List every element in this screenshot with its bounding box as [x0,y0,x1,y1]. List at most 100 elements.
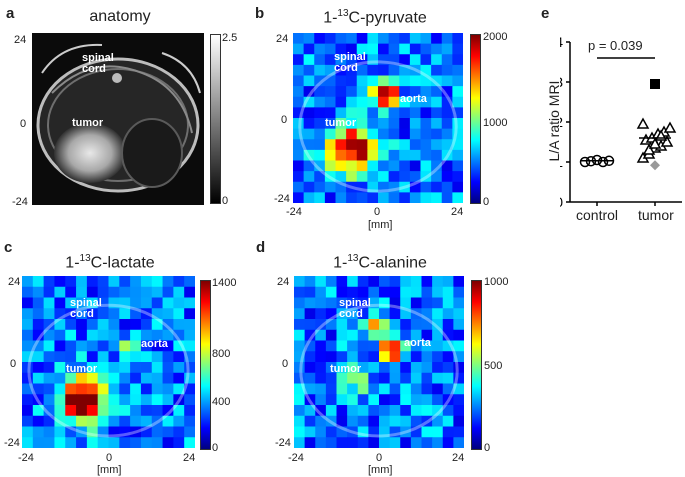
heatmap-cell [431,54,443,66]
heatmap-cell [432,297,444,309]
heatmap-cell [409,149,421,161]
heatmap-cell [32,276,45,288]
heatmap-cell [347,340,359,352]
heatmap-cell [442,340,454,352]
heatmap-cell [294,276,306,288]
heatmap-cell [388,96,400,108]
heatmap-cell [432,426,444,438]
heatmap-cell [65,308,77,320]
heatmap-cell [119,329,131,341]
heatmap-cell [409,181,421,193]
heatmap-cell [22,297,34,309]
heatmap-cell [324,171,336,183]
heatmap-cell [108,426,120,438]
heatmap-cell [130,308,142,320]
heatmap-cell [399,43,411,55]
heatmap-cell [346,192,358,203]
heatmap-cell [140,362,153,374]
heatmap-cell [325,319,337,331]
heatmap-cell [421,308,433,320]
heatmap-cell [399,75,411,87]
heatmap-cell [22,394,34,406]
heatmap-cell [294,308,306,320]
heatmap-cell [173,340,185,352]
heatmap-cell [400,351,412,363]
data-point-tumor-triangle [648,137,662,149]
heatmap-cell [335,43,347,55]
heatmap-cell [315,286,327,298]
heatmap-cell [130,329,142,341]
heatmap-cell [420,149,432,161]
heatmap-cell [432,383,444,395]
heatmap-cell [335,160,347,172]
heatmap-cell [294,319,306,331]
heatmap-cell [54,437,66,448]
heatmap-cell [388,128,400,140]
heatmap-cell [76,426,88,438]
heatmap-cell [162,319,174,331]
heatmap-cell [389,340,401,352]
heatmap-cell [325,340,337,352]
heatmap-cell [378,75,390,87]
heatmap-cell [293,139,305,151]
heatmap-cell [32,286,45,298]
heatmap-cell [452,86,463,98]
heatmap-cell [441,54,453,66]
heatmap-cell [420,54,432,66]
heatmap-cell [453,383,464,395]
heatmap-cell [410,297,422,309]
heatmap-cell [399,192,411,203]
heatmap-cell [420,118,432,130]
heatmap-cell [356,139,368,151]
heatmap-cell [293,160,305,172]
heatmap-cell [140,276,153,288]
heatmap-cell [452,118,463,130]
heatmap-cell [303,96,315,108]
heatmap-cell [151,308,164,320]
heatmap-cell [315,319,327,331]
heatmap-cell [367,33,379,45]
heatmap-cell [314,171,326,183]
heatmap-cell [442,297,454,309]
heatmap-cell [336,297,348,309]
heatmap-cell [314,149,326,161]
heatmap-cell [173,276,185,288]
panel-e-pvalue: p = 0.039 [588,38,643,53]
heatmap-cell [314,54,326,66]
heatmap-cell [162,286,174,298]
heatmap-cell [453,340,464,352]
heatmap-cell [389,329,401,341]
heatmap-cell [409,75,421,87]
heatmap-cell [293,107,305,119]
heatmap-cell [304,437,316,448]
heatmap-cell [379,415,391,427]
heatmap-cell [452,160,463,172]
panel-a-ytick-bottom: -24 [12,196,28,208]
heatmap-cell [441,128,453,140]
heatmap-cell [347,405,359,417]
heatmap-cell [367,43,379,55]
heatmap-cell [442,437,454,448]
panel-a-title: anatomy [89,8,151,25]
panel-d-title-prefix: 1- [333,254,348,272]
heatmap-cell [441,171,453,183]
heatmap-cell [453,426,464,438]
heatmap-cell [389,394,401,406]
heatmap-cell [140,308,153,320]
heatmap-cell [347,362,359,374]
panel-d-cbar-500: 500 [484,360,503,372]
heatmap-cell [294,340,306,352]
heatmap-cell [410,415,422,427]
heatmap-cell [97,372,109,384]
heatmap-cell [151,351,164,363]
heatmap-cell [389,286,401,298]
heatmap-cell [441,181,453,193]
heatmap-cell [184,351,195,363]
heatmap-cell [43,340,55,352]
heatmap-cell [336,394,348,406]
heatmap-cell [86,437,99,448]
heatmap-cell [76,319,88,331]
heatmap-cell [347,286,359,298]
heatmap-cell [442,426,454,438]
heatmap-cell [294,351,306,363]
